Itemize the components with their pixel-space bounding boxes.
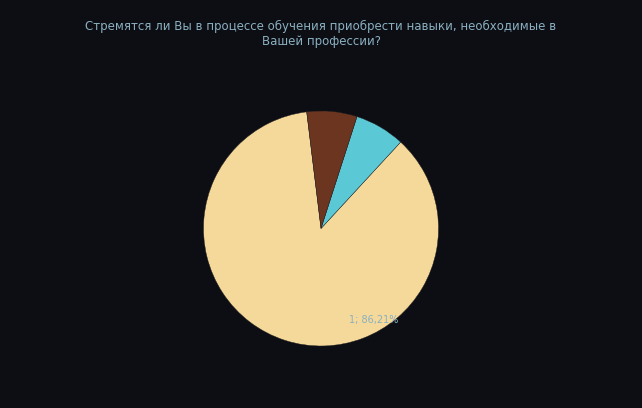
Wedge shape — [321, 117, 401, 228]
Wedge shape — [204, 112, 438, 346]
Text: 1; 86,21%: 1; 86,21% — [349, 315, 399, 325]
Wedge shape — [307, 111, 357, 228]
Text: Стремятся ли Вы в процессе обучения приобрести навыки, необходимые в
Вашей профе: Стремятся ли Вы в процессе обучения прио… — [85, 20, 557, 49]
